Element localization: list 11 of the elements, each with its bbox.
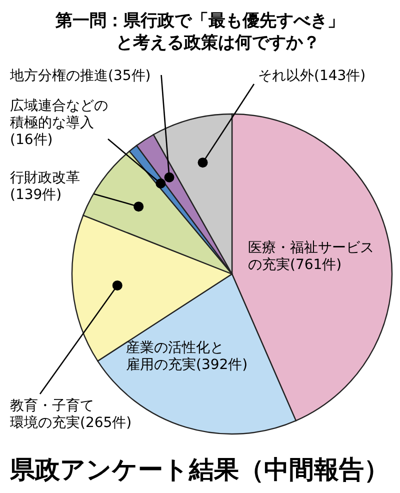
chart-title: 第一問：県行政で「最も優先すべき」と考える政策は何ですか？ [54, 11, 344, 53]
slice-label: 医療・福祉サービスの充実(761件) [248, 240, 374, 273]
data-label: (139件) [10, 187, 62, 203]
slice-label: 行財政改革 [10, 170, 80, 186]
slice-label: 教育・子育て環境の充実(265件) [10, 397, 132, 431]
slice-label: 産業の活性化と雇用の充実(392件) [126, 340, 248, 373]
data-label: (16件) [10, 132, 53, 148]
slice-label: 広域連合などの積極的な導入 [10, 98, 108, 131]
text: 県政アンケート結果（中間報告） [9, 455, 389, 484]
slice-label: 地方分権の推進(35件) [9, 68, 151, 84]
slice-label: それ以外(143件) [258, 68, 366, 84]
